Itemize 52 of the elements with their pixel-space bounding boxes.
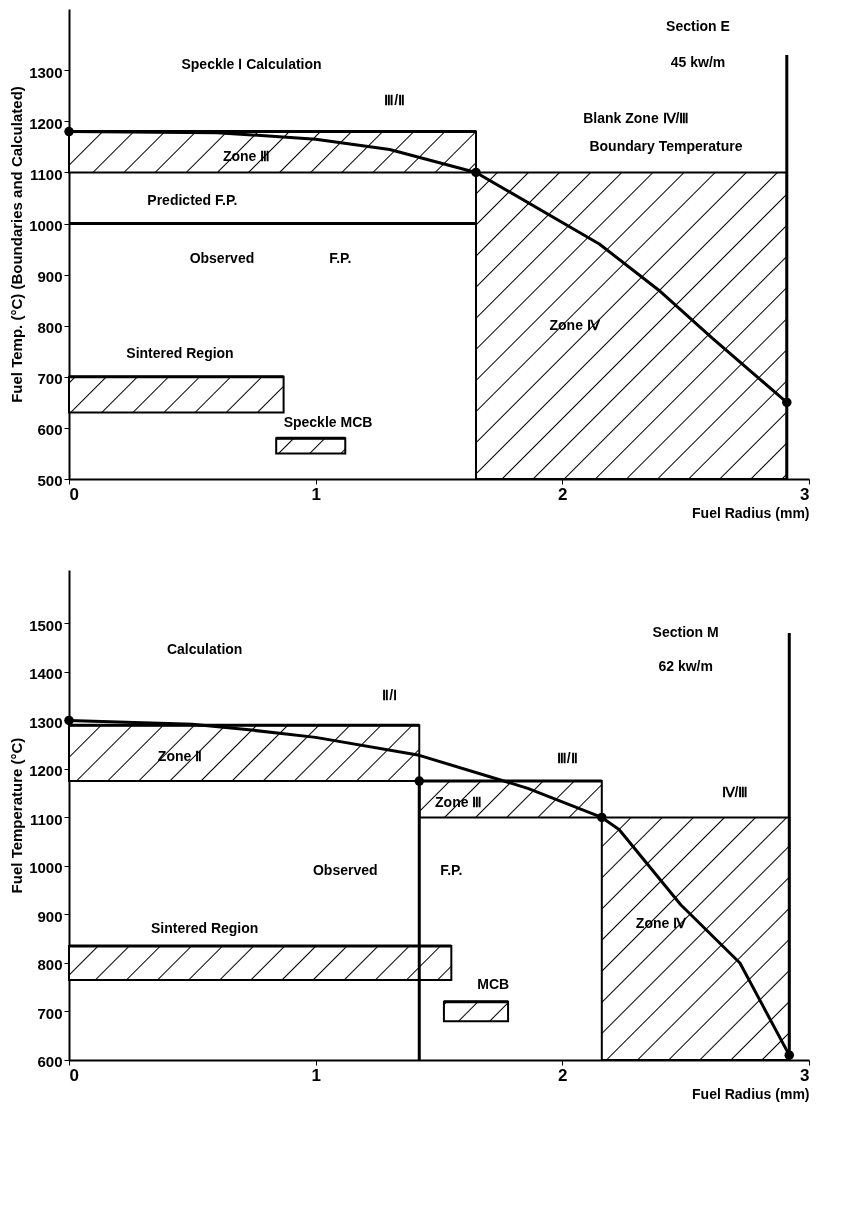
y-tick-label: 1200 xyxy=(29,762,63,780)
annotation: Ⅳ/Ⅲ xyxy=(721,784,749,801)
annotation: Observed xyxy=(312,861,378,878)
annotation: Calculation xyxy=(166,641,243,658)
annotation: 62 kw/m xyxy=(658,658,713,675)
annotation: Sintered Region xyxy=(150,920,259,937)
x-tick-label: 0 xyxy=(69,484,79,504)
annotation: Predicted F.P. xyxy=(147,191,238,208)
y-tick-label: 1100 xyxy=(29,165,63,183)
y-tick-label: 1200 xyxy=(29,114,63,132)
y-tick-label: 500 xyxy=(37,472,63,490)
y-tick-label: 1300 xyxy=(29,713,63,731)
annotation: F.P. xyxy=(329,250,352,267)
annotation: Sintered Region xyxy=(126,344,234,361)
y-tick-label: 700 xyxy=(37,370,63,388)
y-tick-label: 1400 xyxy=(29,665,63,683)
annotation: 45 kw/m xyxy=(670,53,726,70)
x-tick-label: 2 xyxy=(558,484,568,504)
y-tick-label: 900 xyxy=(37,268,63,286)
x-tick-label: 0 xyxy=(69,1065,79,1085)
x-axis-title: Fuel Radius (mm) xyxy=(692,1085,810,1102)
annotation: Blank Zone Ⅳ/Ⅲ xyxy=(583,109,690,126)
y-axis-title: Fuel Temperature (°C) xyxy=(8,737,26,894)
y-tick-label: 600 xyxy=(37,1053,63,1071)
y-tick-label: 1100 xyxy=(29,810,63,828)
x-tick-label: 1 xyxy=(311,1065,321,1085)
annotation: Section M xyxy=(652,624,719,641)
x-axis-title: Fuel Radius (mm) xyxy=(692,504,810,521)
x-tick-label: 2 xyxy=(558,1065,568,1085)
annotation: Speckle MCB xyxy=(283,413,373,430)
x-tick-label: 1 xyxy=(311,484,321,504)
annotation: Ⅲ/Ⅱ xyxy=(556,750,578,767)
annotation: Ⅱ/Ⅰ xyxy=(382,687,398,704)
y-tick-label: 600 xyxy=(37,421,63,439)
y-tick-label: 1000 xyxy=(29,859,63,877)
y-tick-label: 700 xyxy=(37,1004,63,1022)
y-tick-label: 1000 xyxy=(29,216,63,234)
annotation: F.P. xyxy=(440,861,463,878)
y-tick-label: 800 xyxy=(37,956,63,974)
y-tick-label: 1300 xyxy=(29,63,63,81)
annotation: MCB xyxy=(477,975,510,992)
annotation: Ⅲ/Ⅱ xyxy=(384,91,406,108)
y-tick-label: 800 xyxy=(37,319,63,337)
annotation: Boundary Temperature xyxy=(589,137,743,154)
annotation: Observed xyxy=(189,250,255,267)
annotation: Speckle Ⅰ Calculation xyxy=(181,56,322,73)
y-axis-title: Fuel Temp. (°C) (Boundaries and Calculated) xyxy=(8,86,26,403)
y-tick-label: 1500 xyxy=(29,616,63,634)
y-tick-label: 900 xyxy=(37,907,63,925)
annotation: Section E xyxy=(666,17,730,34)
x-tick-label: 3 xyxy=(800,1065,810,1085)
x-tick-label: 3 xyxy=(800,484,810,504)
